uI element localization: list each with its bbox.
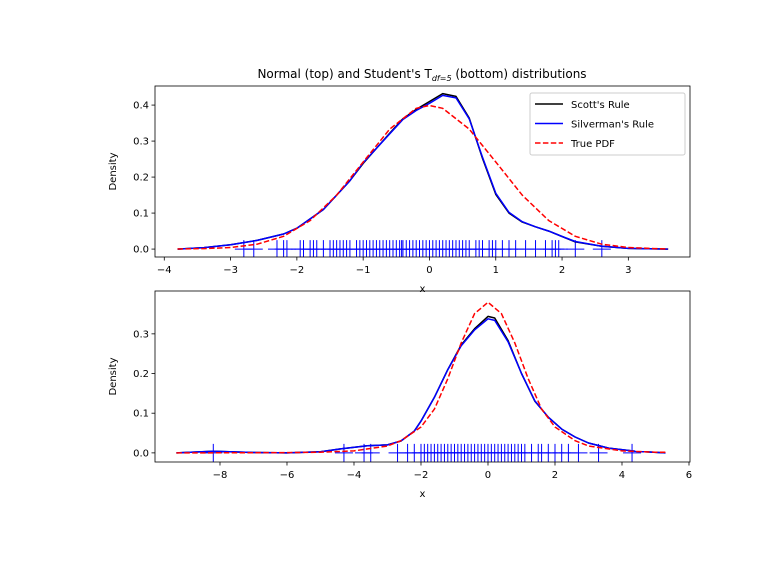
x-tick-label: −6 (280, 470, 295, 481)
y-axis-label: Density (108, 152, 119, 190)
chart-title: Normal (top) and Student's Tdf=5 (bottom… (257, 67, 586, 83)
x-axis-label: x (420, 489, 426, 500)
x-tick-label: 6 (686, 470, 692, 481)
x-tick-label: 2 (559, 265, 565, 276)
y-tick-label: 0.1 (133, 409, 149, 420)
rug-marker (244, 240, 263, 257)
y-tick-label: 0.3 (133, 329, 149, 340)
series-line-silverman-s-rule (176, 318, 666, 454)
rug-marker (592, 240, 611, 257)
axes-frame (154, 290, 691, 463)
rug-marker (334, 443, 353, 462)
y-tick-label: 0.0 (133, 448, 149, 459)
y-tick-label: 0.3 (133, 137, 149, 148)
x-axis-label: x (420, 284, 426, 295)
x-tick-label: −1 (356, 265, 371, 276)
series-line-true-pdf (176, 301, 666, 454)
x-tick-label: −8 (213, 470, 228, 481)
x-tick-label: 0 (485, 470, 491, 481)
rug-marker (361, 443, 380, 462)
x-tick-label: −2 (414, 470, 429, 481)
x-tick-label: 1 (493, 265, 499, 276)
y-tick-label: 0.2 (133, 173, 149, 184)
series-line-scott-s-rule (176, 315, 666, 454)
y-tick-label: 0.4 (133, 101, 149, 112)
legend-entry: Silverman's Rule (571, 120, 654, 131)
x-tick-label: 4 (619, 470, 625, 481)
plot-area (176, 301, 666, 462)
legend: Scott's Rule Silverman's Rule True PDF (529, 92, 686, 156)
x-tick-label: −4 (157, 265, 172, 276)
y-tick-label: 0.1 (133, 209, 149, 220)
rug-marker (566, 240, 585, 257)
rug-marker (549, 240, 568, 257)
x-tick-label: 2 (552, 470, 558, 481)
y-tick-label: 0.2 (133, 369, 149, 380)
x-tick-label: −3 (223, 265, 238, 276)
x-tick-label: 3 (625, 265, 631, 276)
rug-marker (623, 443, 642, 462)
axes-frame (154, 85, 691, 258)
x-tick-label: −2 (289, 265, 304, 276)
legend-entry: Scott's Rule (571, 100, 630, 111)
y-axis-label: Density (108, 357, 119, 395)
series-line-true-pdf (177, 104, 669, 250)
legend-entry: True PDF (570, 139, 615, 150)
rug-marker (569, 443, 588, 462)
y-tick-label: 0.0 (133, 245, 149, 256)
series-line-silverman-s-rule (177, 94, 669, 250)
plot-area (177, 92, 669, 257)
x-tick-label: 0 (426, 265, 432, 276)
x-tick-label: −4 (347, 470, 362, 481)
legend-box (529, 92, 686, 156)
